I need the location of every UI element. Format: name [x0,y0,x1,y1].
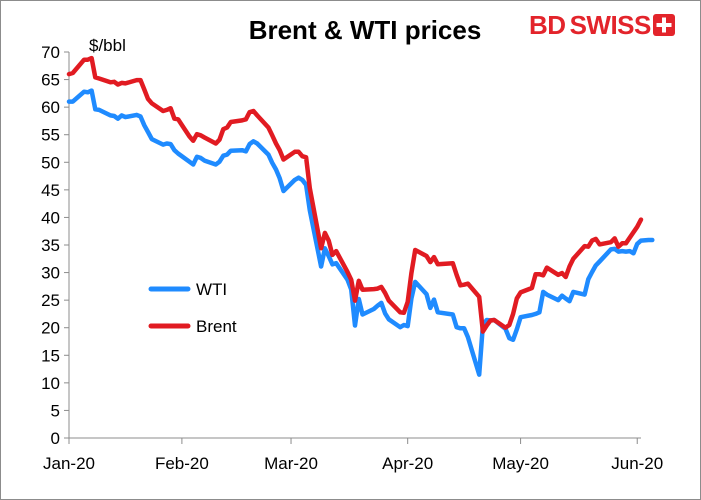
chart-lines [66,55,655,377]
y-tick-label: 0 [51,429,60,448]
y-tick-label: 60 [41,98,60,117]
y-tick-label: 15 [41,346,60,365]
y-tick-label: 30 [41,264,60,283]
y-tick-label: 5 [51,401,60,420]
y-tick-label: 70 [41,43,60,62]
swiss-cross-icon [652,14,675,36]
x-tick-label: Feb-20 [155,454,209,473]
x-tick-label: Mar-20 [264,454,318,473]
chart-title: Brent & WTI prices [248,15,482,45]
brand-logo-swiss: SWISS [569,9,652,40]
brand-logo-bd: BD [529,9,566,40]
y-tick-label: 45 [41,181,60,200]
y-tick-label: 55 [41,126,60,145]
y-tick-label: 40 [41,208,60,227]
chart-axes: 0 5 10 15 20 25 30 35 40 45 50 55 60 65 70 Jan-20 Feb-20… [41,43,663,473]
y-tick-label: 25 [41,291,60,310]
y-axis-unit-label: $/bbl [89,36,126,55]
y-tick-label: 20 [41,319,60,338]
brand-logo: BD SWISS [529,7,675,43]
y-tick-label: 35 [41,236,60,255]
x-tick-label: May-20 [492,454,549,473]
y-tick-label: 65 [41,71,60,90]
chart-legend: WTI Brent [148,280,237,336]
y-tick-label: 10 [41,374,60,393]
series-line-brent [66,55,644,334]
series-line-wti [66,88,655,377]
x-tick-label: Jun-20 [611,454,663,473]
legend-label-brent: Brent [196,317,237,336]
x-tick-label: Apr-20 [382,454,433,473]
x-tick-label: Jan-20 [43,454,95,473]
y-tick-label: 50 [41,153,60,172]
legend-label-wti: WTI [196,280,227,299]
